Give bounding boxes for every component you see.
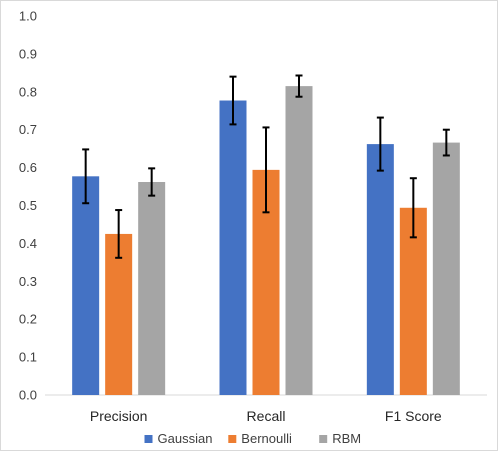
legend: Gaussian Bernoulli RBM: [144, 431, 361, 446]
axis-layer: 0.0 0.1 0.2 0.3 0.4 0.5 0.6 0.7 0.8 0.9 1.0 Precisi…: [19, 9, 487, 424]
y-tick-label: 0.1: [19, 350, 37, 365]
legend-label-bernoulli: Bernoulli: [241, 431, 292, 446]
bar-bernoulli-f1-score: [399, 207, 427, 395]
y-tick-label: 0.6: [19, 160, 37, 175]
y-tick-label: 0.5: [19, 198, 37, 213]
bar-rbm-precision: [138, 182, 166, 395]
bar-gaussian-precision: [72, 176, 100, 395]
bar-rbm-recall: [285, 86, 313, 396]
y-tick-label: 0.0: [19, 388, 37, 403]
y-tick-label: 0.3: [19, 274, 37, 289]
bar-gaussian-f1-score: [366, 144, 394, 395]
y-tick-label: 0.8: [19, 84, 37, 99]
legend-swatch-rbm: [319, 435, 328, 443]
y-tick-label: 0.2: [19, 312, 37, 327]
bars-layer: [72, 86, 460, 396]
bar-gaussian-recall: [219, 100, 247, 395]
bar-rbm-f1-score: [432, 142, 460, 395]
x-category-label: Recall: [247, 408, 286, 424]
error-bars-layer: [82, 74, 450, 259]
legend-swatch-gaussian: [144, 435, 153, 443]
x-category-label: F1 Score: [385, 408, 442, 424]
y-tick-label: 0.4: [19, 236, 37, 251]
legend-label-rbm: RBM: [332, 431, 361, 446]
y-tick-label: 0.9: [19, 46, 37, 61]
y-tick-label: 0.7: [19, 122, 37, 137]
y-tick-label: 1.0: [19, 9, 37, 24]
x-category-label: Precision: [90, 408, 148, 424]
legend-label-gaussian: Gaussian: [158, 431, 213, 446]
bar-bernoulli-precision: [105, 233, 133, 395]
legend-swatch-bernoulli: [228, 435, 237, 443]
